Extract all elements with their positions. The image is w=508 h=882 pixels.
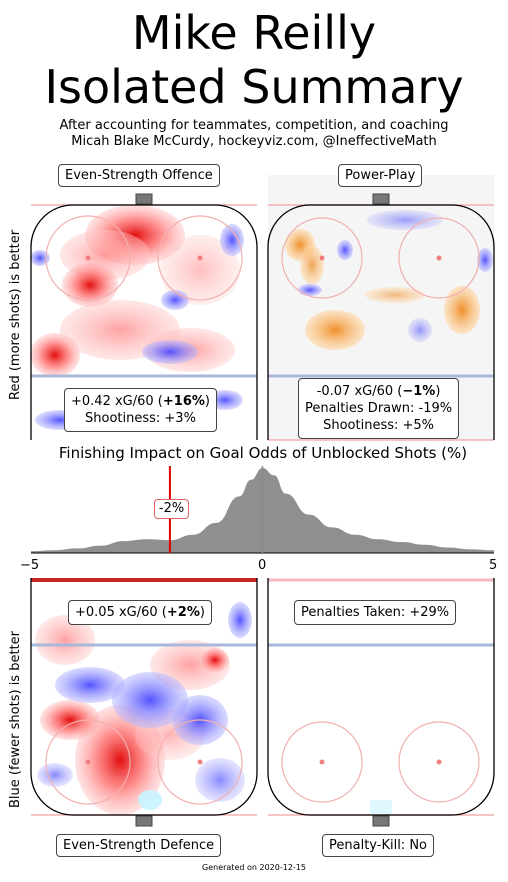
generated-date: Generated on 2020-12-15: [202, 863, 306, 872]
x-tick-label-max: 5: [489, 558, 498, 573]
ev-defence-stats: +0.05 xG/60 (+2%): [68, 600, 212, 625]
power-play-xg: -0.07 xG/60 (−1%): [316, 384, 441, 399]
ev-offence-heatmap: [30, 205, 244, 430]
power-play-shootiness: Shootiness: +5%: [323, 418, 435, 433]
power-play-label: Power-Play: [338, 164, 423, 187]
ev-defence-label: Even-Strength Defence: [56, 834, 222, 857]
ev-offence-shootiness: Shootiness: +3%: [85, 411, 196, 426]
title-line-2: Isolated Summary: [44, 60, 464, 114]
penalty-kill-label: Penalty-Kill: No: [322, 834, 434, 857]
marker-label: -2%: [153, 499, 190, 519]
power-play-stats: -0.07 xG/60 (−1%) Penalties Drawn: -19% …: [298, 378, 460, 439]
chart-title: Finishing Impact on Goal Odds of Unblock…: [58, 444, 468, 462]
power-play-heatmap: [285, 210, 493, 350]
x-tick-label-zero: 0: [258, 558, 267, 573]
ev-offence-stats: +0.42 xG/60 (+16%) Shootiness: +3%: [64, 388, 217, 432]
axis-label-blue-better: Blue (fewer shots) is better: [8, 631, 23, 808]
title-line-1: Mike Reilly: [131, 6, 377, 60]
penalty-kill-stats: Penalties Taken: +29%: [294, 600, 457, 625]
power-play-penalties-drawn: Penalties Drawn: -19%: [305, 401, 453, 416]
ev-defence-heatmap: [31, 578, 257, 815]
finishing-density-chart: [31, 466, 494, 554]
axis-label-red-better: Red (more shots) is better: [8, 229, 23, 400]
subtitle-line-1: After accounting for teammates, competit…: [59, 118, 449, 133]
subtitle-line-2: Micah Blake McCurdy, hockeyviz.com, @Ine…: [71, 134, 437, 149]
x-tick-label-min: −5: [20, 558, 40, 573]
ev-offence-label: Even-Strength Offence: [58, 164, 220, 187]
ev-offence-xg: +0.42 xG/60 (+16%): [71, 394, 210, 409]
